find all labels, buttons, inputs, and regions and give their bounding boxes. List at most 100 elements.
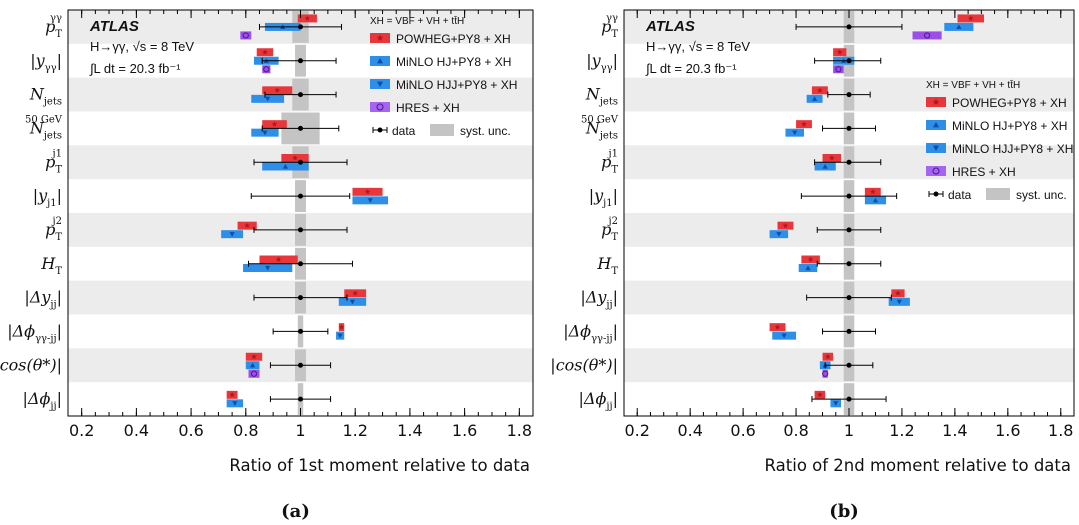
data-point — [846, 125, 852, 131]
legend-swatch — [986, 188, 1010, 200]
x-tick-label: 1.6 — [995, 421, 1020, 440]
row-0 — [795, 11, 984, 43]
y-tick-label: |Δyjj| — [580, 288, 618, 311]
hres-band — [248, 369, 260, 378]
data-point — [298, 295, 303, 301]
data-point — [298, 193, 303, 199]
luminosity-label: ∫L dt = 20.3 fb⁻¹ — [89, 61, 181, 76]
y-tick-label: HT — [40, 254, 62, 277]
legend-item-minlo_hj: MiNLO HJ+PY8 + XH — [926, 119, 1067, 133]
y-tick-label: pT — [601, 220, 618, 243]
legend-label: MiNLO HJJ+PY8 + XH — [952, 142, 1073, 156]
circle-marker — [242, 32, 249, 39]
x-tick-label: 0.8 — [233, 421, 258, 440]
row-1 — [254, 44, 337, 77]
triangle-up-marker — [250, 362, 256, 368]
x-tick-label: 1 — [295, 421, 305, 440]
row-5 — [250, 180, 389, 212]
data-point — [846, 24, 852, 30]
legend-label: MiNLO HJ+PY8 + XH — [952, 119, 1067, 133]
star-marker — [895, 290, 901, 296]
y-tick-label-superscript: j2 — [608, 216, 618, 227]
triangle-down-marker — [776, 232, 782, 237]
y-tick-label: pT — [45, 17, 62, 40]
y-tick-label: pT — [601, 152, 618, 175]
process-label: H→γγ, √s = 8 TeV — [646, 39, 750, 54]
x-tick-label: 0.6 — [730, 421, 755, 440]
circle-marker — [822, 370, 829, 377]
data-point — [298, 362, 303, 368]
row-6 — [221, 214, 348, 246]
data-point — [298, 227, 303, 233]
data-point — [298, 92, 303, 98]
x-tick-label: 1.8 — [1048, 421, 1073, 440]
y-tick-label-superscript: j1 — [608, 148, 618, 159]
triangle-up-marker — [956, 24, 962, 29]
data-point — [846, 261, 852, 267]
x-tick-label: 1.2 — [889, 421, 914, 440]
legend-item-syst: syst. unc. — [430, 124, 511, 138]
y-tick-label: |yj1| — [589, 186, 618, 209]
triangle-up-marker — [872, 197, 879, 203]
triangle-down-marker — [896, 299, 902, 305]
experiment-label: ATLAS — [645, 18, 695, 35]
star-marker — [774, 324, 781, 330]
triangle-up-marker — [282, 163, 289, 169]
row-7 — [243, 247, 353, 280]
star-marker — [262, 49, 268, 55]
data-point — [846, 159, 852, 165]
x-tick-label: 0.2 — [69, 421, 94, 440]
circle-marker — [376, 103, 384, 111]
star-marker — [271, 121, 278, 127]
star-marker — [824, 353, 831, 360]
triangle-down-marker — [377, 81, 383, 87]
triangle-down-marker — [933, 145, 939, 151]
x-tick-label: 1.2 — [342, 421, 367, 440]
triangle-down-marker — [792, 130, 798, 136]
legend-item-data: data — [372, 124, 416, 138]
row-9 — [272, 315, 345, 348]
legend-item-powheg: POWHEG+PY8 + XH — [370, 32, 511, 46]
row-8 — [806, 281, 910, 314]
triangle-up-marker — [805, 265, 811, 271]
circle-marker — [835, 66, 842, 73]
legend-label: POWHEG+PY8 + XH — [396, 32, 511, 46]
y-tick-label: pT — [601, 17, 618, 40]
y-tick-label-superscript: 50 GeV — [581, 114, 619, 125]
row-8 — [253, 281, 367, 314]
x-tick-label: 0.4 — [677, 421, 702, 440]
star-marker — [274, 87, 281, 93]
star-marker — [967, 15, 974, 21]
data-point — [846, 92, 852, 98]
triangle-up-marker — [822, 163, 828, 169]
data-point — [846, 362, 852, 368]
legend-item-syst: syst. unc. — [986, 188, 1067, 202]
legend-header: XH = VBF + VH + tt̄H — [926, 79, 1020, 91]
y-tick-label: |Δϕjj| — [23, 389, 62, 412]
row-4 — [814, 146, 882, 179]
x-tick-label: 0.2 — [625, 421, 650, 440]
triangle-down-marker — [367, 198, 373, 203]
process-label: H→γγ, √s = 8 TeV — [90, 39, 194, 54]
star-marker — [304, 15, 311, 21]
panel-label: (a) — [281, 501, 310, 522]
data-point — [846, 328, 852, 334]
star-marker — [817, 87, 823, 93]
y-tick-label: |yγγ| — [586, 51, 618, 74]
x-axis-title: Ratio of 1st moment relative to data — [229, 456, 530, 475]
row-11 — [226, 383, 332, 415]
star-marker — [828, 155, 835, 161]
data-point — [298, 396, 303, 402]
triangle-down-marker — [781, 333, 787, 339]
y-tick-label-superscript: j2 — [52, 216, 62, 227]
triangle-down-marker — [229, 232, 235, 237]
y-tick-label: |Δyjj| — [24, 288, 62, 311]
hres-band — [240, 31, 252, 40]
circle-marker — [932, 167, 940, 175]
legend-label: syst. unc. — [1016, 188, 1067, 202]
y-tick-label: Njets — [29, 118, 62, 141]
hres-band — [822, 369, 828, 378]
row-9 — [769, 315, 876, 348]
